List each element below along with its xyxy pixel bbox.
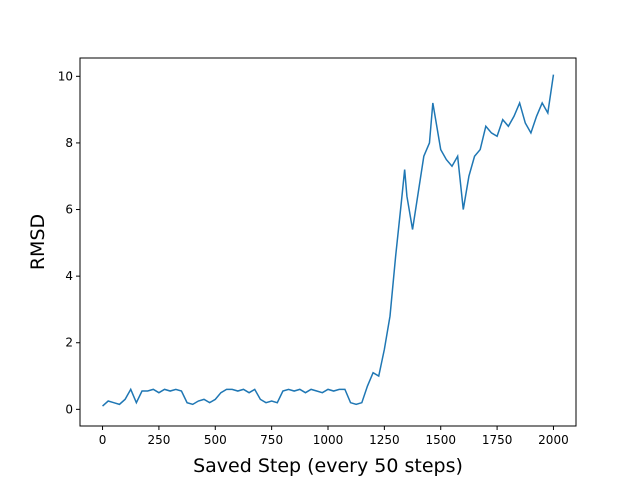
data-line [102, 74, 555, 407]
y-axis-label: RMSD [27, 214, 49, 270]
y-tick-label: 10 [58, 69, 73, 83]
axes-frame [79, 57, 577, 427]
y-tick-label: 4 [65, 269, 73, 283]
y-tick-label: 8 [65, 136, 73, 150]
x-tick-label: 1000 [313, 433, 344, 447]
x-tick-label: 500 [204, 433, 227, 447]
x-tick-label: 250 [147, 433, 170, 447]
y-tick-label: 2 [65, 336, 73, 350]
x-tick-label: 1750 [482, 433, 513, 447]
y-tick-label: 6 [65, 203, 73, 217]
x-tick-label: 1250 [369, 433, 400, 447]
x-tick-label: 0 [99, 433, 107, 447]
x-tick-label: 1500 [425, 433, 456, 447]
x-tick-label: 2000 [538, 433, 569, 447]
y-tick-label: 0 [65, 402, 73, 416]
x-tick-label: 750 [260, 433, 283, 447]
x-axis-label: Saved Step (every 50 steps) [193, 455, 463, 477]
